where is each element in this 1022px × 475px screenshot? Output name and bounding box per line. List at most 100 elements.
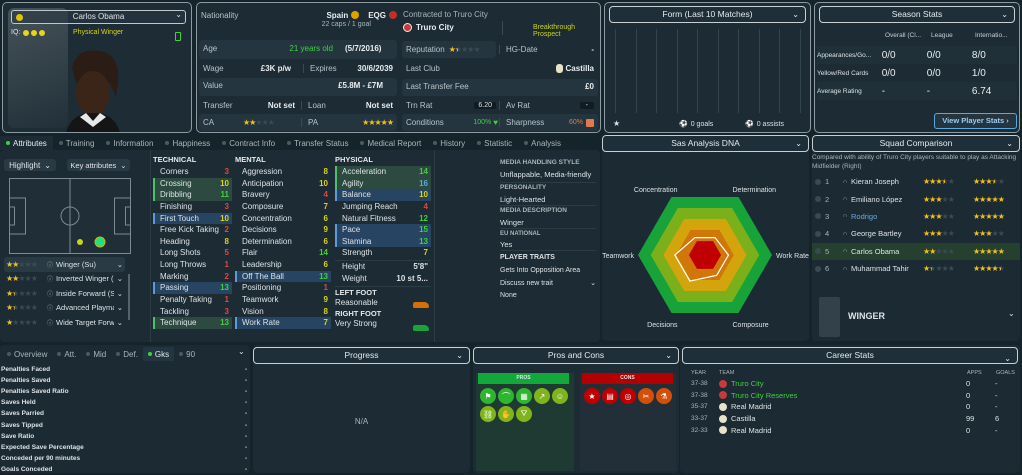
chevron-down-icon[interactable]: ⌄ (116, 259, 123, 269)
squad-player-row[interactable]: 6 ∩ Muhammad Tahir ★ ★ ★ ★ ★ ★ ★ ★ ★ ★ (812, 260, 1020, 277)
tab-attributes[interactable]: Attributes (0, 136, 53, 150)
player-name[interactable]: Kieran Joseph (851, 177, 899, 187)
handshake-icon[interactable]: ✋ (498, 406, 514, 422)
tab-transfer-status[interactable]: Transfer Status (281, 136, 354, 150)
attribute-strength[interactable]: Strength 7 (335, 247, 431, 259)
attribute-corners[interactable]: Corners 3 (153, 166, 232, 178)
attribute-anticipation[interactable]: Anticipation 10 (235, 178, 331, 190)
attribute-penalty-taking[interactable]: Penalty Taking 1 (153, 294, 232, 306)
attribute-aggression[interactable]: Aggression 8 (235, 166, 331, 178)
tab-medical-report[interactable]: Medical Report (354, 136, 427, 150)
career-stats-dropdown[interactable]: Career Stats ⌄ (682, 347, 1018, 364)
role-item[interactable]: ★ ★ ★ ★ ★ ⓘ Winger (Su) ⌄ (4, 257, 125, 272)
squad-player-row[interactable]: 1 ∩ Kieran Joseph ★ ★ ★ ★ ★ ★ ★ ★ ★ ★ (812, 173, 1020, 190)
radio-icon[interactable] (815, 230, 821, 237)
discuss-new-trait-dropdown[interactable]: Discuss new trait ⌄ (500, 279, 596, 289)
player-name[interactable]: Emiliano López (851, 194, 903, 204)
attribute-work-rate[interactable]: Work Rate 7 (235, 317, 331, 329)
battery-icon[interactable] (175, 32, 181, 41)
attribute-long-throws[interactable]: Long Throws 1 (153, 259, 232, 271)
player-name[interactable]: Rodrigo (851, 211, 878, 221)
boot-icon[interactable]: ⛛ (516, 406, 532, 422)
player-name[interactable]: Carlos Obama (851, 246, 900, 256)
attribute-passing[interactable]: Passing 13 (153, 282, 232, 295)
tools-icon[interactable]: ✂ (638, 388, 654, 404)
form-dropdown[interactable]: Form (Last 10 Matches) ⌄ (609, 6, 806, 23)
chevron-down-icon[interactable]: ⌄ (116, 317, 123, 327)
stats-tab-90[interactable]: 90 (174, 347, 200, 361)
attribute-bravery[interactable]: Bravery 4 (235, 189, 331, 201)
attribute-first-touch[interactable]: First Touch 10 (153, 212, 232, 225)
attribute-determination[interactable]: Determination 6 (235, 236, 331, 248)
nation-primary[interactable]: Spain (326, 10, 349, 20)
radio-icon[interactable] (815, 178, 821, 185)
attribute-off-the-ball[interactable]: Off The Ball 13 (235, 270, 331, 283)
attribute-acceleration[interactable]: Acceleration 14 (335, 166, 431, 178)
squad-player-row[interactable]: 4 ∩ George Bartley ★ ★ ★ ★ ★ ★ ★ ★ ★ ★ (812, 225, 1020, 242)
career-row[interactable]: 35-37 Real Madrid 0 - (680, 401, 1020, 413)
attribute-crossing[interactable]: Crossing 10 (153, 177, 232, 190)
tab-information[interactable]: Information (100, 136, 159, 150)
goal-icon[interactable]: ▤ (602, 388, 618, 404)
attribute-balance[interactable]: Balance 10 (335, 189, 431, 201)
stats-tab-mid[interactable]: Mid (81, 347, 111, 361)
chain-icon[interactable]: ⛓ (480, 406, 496, 422)
highlight-dropdown[interactable]: Highlight ⌄ (4, 159, 56, 171)
stats-tab-def[interactable]: Def. (111, 347, 143, 361)
career-row[interactable]: 37-38 Truro City Reserves 0 - (680, 390, 1020, 402)
career-team[interactable]: Real Madrid (731, 425, 772, 435)
squad-player-row[interactable]: 2 ∩ Emiliano López ★ ★ ★ ★ ★ ★ ★ ★ ★ ★ (812, 190, 1020, 207)
nation-secondary[interactable]: EQG (368, 10, 386, 20)
brain-icon[interactable]: ☺ (552, 388, 568, 404)
chevron-down-icon[interactable]: ⌄ (116, 274, 123, 284)
progress-dropdown[interactable]: Progress ⌄ (253, 347, 470, 364)
chevron-down-icon[interactable]: ⌄ (116, 303, 123, 313)
key-attributes-dropdown[interactable]: Key attributes ⌄ (67, 159, 130, 171)
star-icon[interactable]: ★ (584, 388, 600, 404)
attribute-technique[interactable]: Technique 13 (153, 317, 232, 329)
radio-icon[interactable] (815, 248, 821, 255)
radio-icon[interactable] (815, 265, 821, 272)
roles-scrollbar[interactable] (128, 274, 130, 320)
attribute-concentration[interactable]: Concentration 6 (235, 213, 331, 225)
flask-icon[interactable]: ⚗ (656, 388, 672, 404)
tab-contract-info[interactable]: Contract Info (216, 136, 281, 150)
dna-dropdown[interactable]: Sas Analysis DNA ⌄ (602, 135, 809, 152)
career-row[interactable]: 32-33 Real Madrid 0 - (680, 424, 1020, 436)
squad-comparison-dropdown[interactable]: Squad Comparison ⌄ (812, 135, 1020, 152)
attribute-pace[interactable]: Pace 15 (335, 224, 431, 236)
tab-statistic[interactable]: Statistic (471, 136, 518, 150)
transfer-value[interactable]: Not set (267, 101, 295, 110)
squad-player-row[interactable]: 5 ∩ Carlos Obama ★ ★ ★ ★ ★ ★ ★ ★ ★ ★ (812, 242, 1020, 260)
attribute-long-shots[interactable]: Long Shots 5 (153, 247, 232, 259)
career-team[interactable]: Truro City (731, 379, 764, 389)
stats-tab-overview[interactable]: Overview (2, 347, 52, 361)
attribute-finishing[interactable]: Finishing 3 (153, 201, 232, 213)
attribute-composure[interactable]: Composure 7 (235, 201, 331, 213)
club-link[interactable]: Truro City (416, 23, 454, 32)
attribute-natural-fitness[interactable]: Natural Fitness 12 (335, 213, 431, 225)
target-icon[interactable]: ◎ (620, 388, 636, 404)
tab-happiness[interactable]: Happiness (159, 136, 216, 150)
attribute-dribbling[interactable]: Dribbling 11 (153, 189, 232, 201)
position-chevron-down-icon[interactable]: ⌄ (1008, 309, 1015, 318)
flag-icon[interactable]: ⚑ (480, 388, 496, 404)
career-team[interactable]: Castilla (731, 414, 756, 424)
attribute-leadership[interactable]: Leadership 6 (235, 259, 331, 271)
player-name-dropdown[interactable]: Carlos Obama ⌄ (11, 10, 186, 24)
trend-up-icon[interactable]: ↗ (534, 388, 550, 404)
attribute-tackling[interactable]: Tackling 3 (153, 306, 232, 318)
attribute-positioning[interactable]: Positioning 1 (235, 282, 331, 294)
attribute-vision[interactable]: Vision 8 (235, 306, 331, 318)
tab-history[interactable]: History (427, 136, 471, 150)
tactics-board-icon[interactable]: ▦ (516, 388, 532, 404)
tab-analysis[interactable]: Analysis (518, 136, 567, 150)
stats-chevron-down-icon[interactable]: ⌄ (238, 347, 245, 356)
attribute-agility[interactable]: Agility 16 (335, 177, 431, 190)
season-stats-dropdown[interactable]: Season Stats ⌄ (819, 6, 1015, 23)
player-name[interactable]: George Bartley (851, 229, 902, 239)
